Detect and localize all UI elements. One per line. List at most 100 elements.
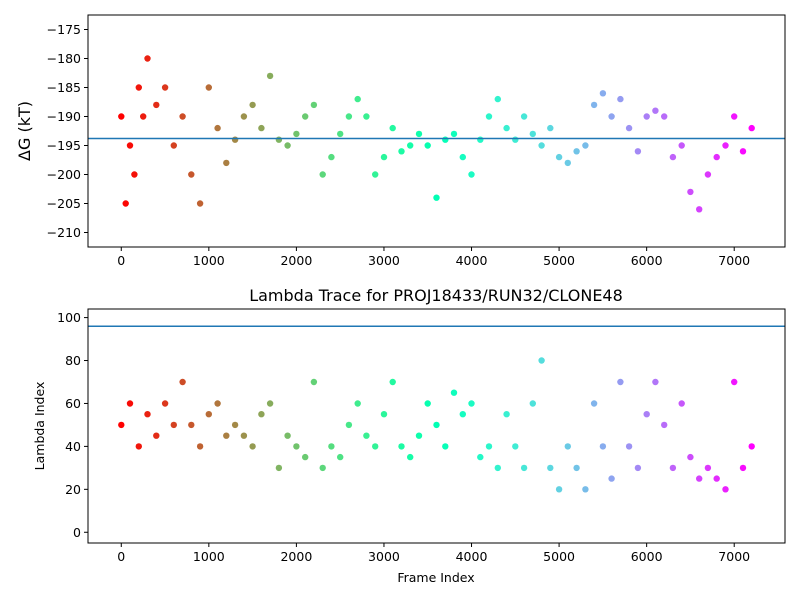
lambda-point <box>284 432 291 439</box>
lambda-point <box>731 378 738 386</box>
lambda-point <box>223 432 230 439</box>
delta-g-point <box>477 136 484 143</box>
lambda-point <box>363 432 370 439</box>
delta-g-point <box>240 113 248 120</box>
delta-g-y-tick-label: −195 <box>47 138 81 153</box>
delta-g-point <box>258 124 265 132</box>
lambda-point <box>529 400 536 407</box>
lambda-point <box>170 421 177 429</box>
delta-g-point <box>687 188 694 196</box>
delta-g-point <box>529 130 536 138</box>
lambda-point <box>302 453 309 461</box>
delta-g-point <box>275 136 283 143</box>
lambda-point <box>118 421 125 429</box>
lambda-point <box>722 486 729 493</box>
lambda-points <box>118 357 755 493</box>
delta-g-point <box>284 142 291 149</box>
delta-g-point <box>547 124 554 132</box>
delta-g-x-tick-label: 0 <box>117 253 125 268</box>
lambda-point <box>625 443 633 450</box>
delta-g-point <box>704 171 712 178</box>
lambda-point <box>468 400 475 407</box>
delta-g-y-tick-label: −185 <box>47 80 81 95</box>
lambda-point <box>249 443 256 450</box>
lambda-x-tick-label: 3000 <box>368 549 400 564</box>
lambda-point <box>205 411 212 418</box>
delta-g-point <box>731 113 738 120</box>
lambda-point <box>275 464 283 472</box>
lambda-point <box>512 443 519 450</box>
lambda-y-ticks: 0 20 40 60 80 100 <box>57 310 88 540</box>
lambda-point <box>485 443 493 450</box>
delta-g-point <box>354 95 361 103</box>
delta-g-y-tick-label: −210 <box>47 225 81 240</box>
lambda-y-tick-label: 80 <box>65 353 81 368</box>
lambda-point <box>555 486 563 493</box>
delta-g-point <box>678 142 685 149</box>
delta-g-point <box>661 113 668 120</box>
lambda-point <box>564 443 571 450</box>
lambda-point <box>450 389 458 396</box>
delta-g-point <box>140 113 147 120</box>
delta-g-point <box>372 171 379 178</box>
delta-g-point <box>424 142 431 149</box>
delta-g-point <box>126 142 134 149</box>
delta-g-point <box>389 124 396 132</box>
delta-g-point <box>380 153 388 161</box>
delta-g-point <box>179 113 186 120</box>
delta-g-point <box>503 124 510 132</box>
delta-g-point <box>170 142 177 149</box>
delta-g-y-axis-label: ΔG (kT) <box>15 101 34 161</box>
delta-g-point <box>131 171 138 178</box>
lambda-x-tick-label: 4000 <box>456 549 488 564</box>
delta-g-point <box>555 153 563 161</box>
lambda-point <box>582 486 589 493</box>
delta-g-point <box>468 171 475 178</box>
delta-g-point <box>669 153 677 161</box>
lambda-y-tick-label: 60 <box>65 396 81 411</box>
delta-g-point <box>652 107 659 114</box>
lambda-point <box>547 464 554 472</box>
delta-g-point <box>634 148 642 155</box>
delta-g-point <box>450 130 458 138</box>
delta-g-point <box>590 101 598 109</box>
lambda-point <box>214 400 221 407</box>
lambda-point <box>634 464 642 472</box>
lambda-x-tick-label: 2000 <box>280 549 312 564</box>
lambda-point <box>188 421 195 429</box>
lambda-point <box>398 443 405 450</box>
delta-g-point <box>433 194 440 201</box>
lambda-point <box>573 464 580 472</box>
lambda-point <box>608 475 615 482</box>
lambda-point <box>442 443 449 450</box>
delta-g-point <box>485 113 493 120</box>
delta-g-point <box>144 55 151 62</box>
delta-g-point <box>266 72 274 80</box>
delta-g-point <box>337 130 344 138</box>
delta-g-point <box>345 113 353 120</box>
lambda-x-tick-label: 7000 <box>718 549 750 564</box>
delta-g-point <box>407 142 414 149</box>
lambda-point <box>337 453 344 461</box>
lambda-point <box>407 453 414 461</box>
lambda-point <box>503 411 510 418</box>
delta-g-x-tick-label: 5000 <box>543 253 575 268</box>
lambda-point <box>144 411 151 418</box>
lambda-point <box>258 411 265 418</box>
delta-g-point <box>196 200 204 207</box>
delta-g-point <box>538 142 545 149</box>
lambda-point <box>179 378 186 386</box>
delta-g-point <box>249 101 256 109</box>
delta-g-point <box>459 153 466 161</box>
delta-g-point <box>161 84 169 91</box>
delta-g-x-ticks: 0 1000 2000 3000 4000 5000 6000 7000 <box>117 247 750 268</box>
delta-g-point <box>494 95 501 103</box>
delta-g-point <box>643 113 650 120</box>
delta-g-point <box>122 200 129 207</box>
lambda-point <box>687 453 694 461</box>
delta-g-x-tick-label: 3000 <box>368 253 400 268</box>
delta-g-point <box>512 136 519 143</box>
lambda-point <box>354 400 361 407</box>
delta-g-y-tick-label: −205 <box>47 196 81 211</box>
